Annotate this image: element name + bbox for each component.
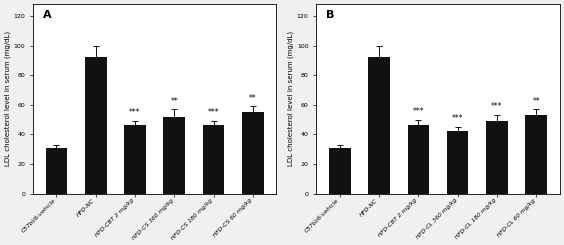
Y-axis label: LDL cholesterol level in serum (mg/dL): LDL cholesterol level in serum (mg/dL): [4, 31, 11, 166]
Y-axis label: LDL cholesterol level in serum (mg/dL): LDL cholesterol level in serum (mg/dL): [288, 31, 294, 166]
Bar: [368, 57, 390, 194]
Bar: [408, 125, 429, 194]
Bar: [85, 57, 107, 194]
Text: A: A: [42, 10, 51, 20]
Bar: [124, 125, 146, 194]
Text: **: **: [532, 97, 540, 106]
Bar: [486, 121, 508, 194]
Bar: [329, 148, 351, 194]
Text: ***: ***: [491, 102, 503, 111]
Bar: [203, 125, 224, 194]
Text: **: **: [170, 97, 178, 106]
Text: ***: ***: [413, 107, 424, 116]
Bar: [46, 148, 67, 194]
Text: B: B: [326, 10, 334, 20]
Bar: [526, 115, 547, 194]
Text: ***: ***: [208, 108, 219, 117]
Bar: [242, 112, 264, 194]
Bar: [447, 131, 469, 194]
Text: **: **: [249, 94, 257, 103]
Text: ***: ***: [452, 114, 464, 123]
Text: ***: ***: [129, 108, 141, 117]
Bar: [164, 117, 185, 194]
